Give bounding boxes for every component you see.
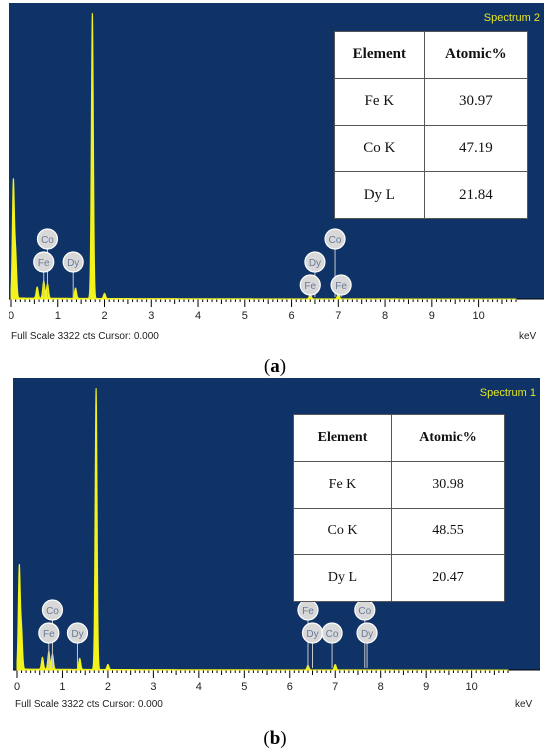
x-tick-label: 5: [241, 681, 247, 693]
spectrum-label: Spectrum 2: [484, 12, 540, 24]
element-marker-label: Fe: [38, 258, 50, 269]
table-header-atomic: Atomic%: [423, 31, 529, 79]
element-marker-label: Fe: [43, 629, 55, 640]
footer-scale-a: Full Scale 3322 cts Cursor: 0.000: [11, 331, 159, 342]
spectrum-trace: [10, 12, 517, 300]
table-row: Co K 48.55: [293, 507, 506, 556]
element-marker-label: Co: [46, 606, 59, 617]
x-tick-label: 6: [288, 310, 294, 322]
axis-strip: [13, 670, 540, 714]
element-marker-label: Fe: [302, 606, 314, 617]
table-cell-element: Fe K: [293, 460, 392, 509]
x-tick-label: 7: [335, 310, 341, 322]
panel-label-b: b: [269, 728, 281, 749]
table-cell-element: Dy L: [334, 171, 425, 219]
caption-b: (b): [263, 728, 287, 749]
x-tick-label: 9: [423, 681, 429, 693]
element-marker-label: Co: [329, 235, 342, 246]
x-tick-label: 5: [242, 310, 248, 322]
element-marker-dy: Dy: [62, 251, 84, 297]
element-marker-label: Co: [326, 629, 339, 640]
x-tick-label: 8: [378, 681, 384, 693]
element-marker-label: Dy: [306, 629, 318, 640]
table-row: Fe K 30.97: [334, 77, 529, 126]
element-marker-label: Co: [41, 235, 54, 246]
element-marker-label: Dy: [309, 258, 321, 269]
element-marker-fe: Fe: [33, 251, 55, 297]
table-cell-value: 30.97: [423, 77, 529, 126]
table-cell-element: Co K: [293, 507, 392, 556]
element-marker-label: Dy: [71, 629, 83, 640]
table-header-row: Element Atomic%: [293, 414, 506, 462]
element-marker-dy: Dy: [304, 251, 326, 297]
x-tick-label: 1: [55, 310, 61, 322]
x-tick-label: 4: [196, 681, 202, 693]
element-marker-label: Dy: [67, 258, 79, 269]
x-tick-label: 1: [59, 681, 65, 693]
element-marker-fe: Fe: [330, 274, 352, 297]
x-unit-a: keV: [519, 331, 537, 342]
spectrum-panel-a: 0 1 2 3 4 5 6 7 8 9 10 Co Fe Dy Dy Co Fe Fe Spectrum 2 Ele…: [9, 3, 544, 347]
x-tick-label: 0: [14, 681, 20, 693]
element-marker-fe: Fe: [38, 622, 60, 668]
table-header-atomic: Atomic%: [390, 414, 506, 462]
table-row: Dy L 21.84: [334, 171, 529, 219]
table-header-row: Element Atomic%: [334, 31, 529, 79]
table-header-element: Element: [293, 414, 392, 462]
x-tick-label: 2: [101, 310, 107, 322]
x-tick-label: 4: [195, 310, 201, 322]
element-marker-co: Co: [36, 228, 59, 297]
caption-a: (a): [263, 356, 287, 377]
table-cell-value: 47.19: [423, 124, 529, 173]
table-cell-element: Co K: [334, 124, 425, 173]
element-marker-dy: Dy: [66, 622, 89, 668]
table-cell-element: Dy L: [293, 554, 392, 602]
table-row: Dy L 20.47: [293, 554, 506, 602]
spectrum-label: Spectrum 1: [480, 387, 536, 399]
composition-table-b: Element Atomic% Fe K 30.98 Co K 48.55 Dy…: [293, 414, 506, 602]
x-tick-label: 8: [382, 310, 388, 322]
element-marker-co: Co: [321, 622, 343, 668]
x-tick-label: 9: [429, 310, 435, 322]
table-cell-value: 30.98: [390, 460, 506, 509]
x-tick-label: 10: [466, 681, 478, 693]
element-marker-label: Dy: [361, 629, 373, 640]
x-tick-label: 10: [472, 310, 484, 322]
x-tick-label: 6: [287, 681, 293, 693]
table-cell-value: 48.55: [390, 507, 506, 556]
footer-scale-b: Full Scale 3322 cts Cursor: 0.000: [15, 699, 163, 710]
x-tick-label: 3: [148, 310, 154, 322]
x-tick-label: 0: [9, 310, 14, 322]
table-header-element: Element: [334, 31, 425, 79]
axis-strip: [9, 299, 544, 347]
table-cell-element: Fe K: [334, 77, 425, 126]
spectrum-panel-b: 0 1 2 3 4 5 6 7 8 9 10 Co Fe Dy Fe Dy Co Co Dy Spectrum 1 E…: [13, 378, 540, 714]
x-tick-label: 3: [150, 681, 156, 693]
element-marker-label: Fe: [304, 281, 316, 292]
table-row: Fe K 30.98: [293, 460, 506, 509]
spectrum-trace: [16, 387, 509, 671]
element-marker-label: Fe: [335, 281, 347, 292]
table-cell-value: 20.47: [390, 554, 506, 602]
element-marker-label: Co: [358, 606, 371, 617]
composition-table-a: Element Atomic% Fe K 30.97 Co K 47.19 Dy…: [334, 31, 529, 219]
element-marker-dy: Dy: [301, 622, 324, 668]
table-row: Co K 47.19: [334, 124, 529, 173]
x-tick-label: 2: [105, 681, 111, 693]
table-cell-value: 21.84: [423, 171, 529, 219]
panel-label-a: a: [270, 356, 280, 377]
x-unit-b: keV: [515, 699, 533, 710]
element-marker-co: Co: [324, 228, 346, 297]
element-marker-dy: Dy: [356, 622, 378, 668]
x-tick-label: 7: [332, 681, 338, 693]
element-marker-fe: Fe: [299, 274, 321, 297]
